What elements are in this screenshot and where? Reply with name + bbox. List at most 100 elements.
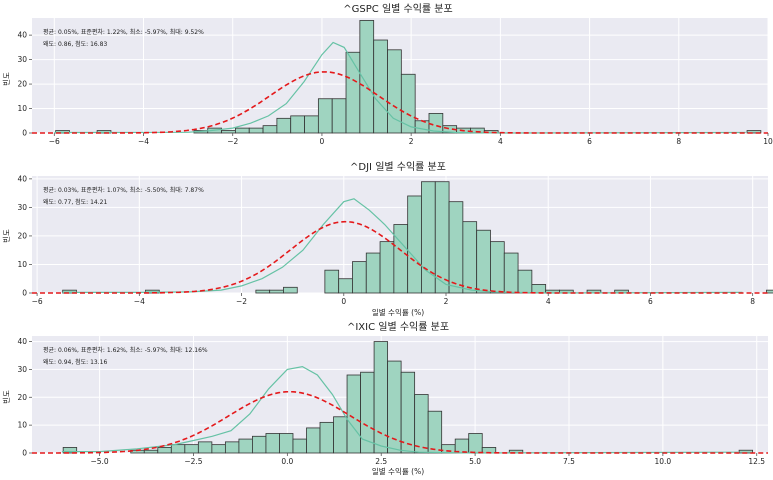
x-tick-label: 6 — [587, 137, 592, 146]
histogram-bar — [262, 125, 278, 134]
histogram-bar — [333, 416, 348, 454]
histogram-bar — [400, 371, 416, 454]
x-tick-label: 8 — [676, 137, 681, 146]
chart-title: ^IXIC 일별 수익률 분포 — [347, 321, 449, 333]
x-axis-label: 일별 수익률 (%) — [372, 466, 424, 476]
histogram-bar — [279, 433, 294, 454]
histogram-bar — [290, 115, 305, 134]
y-axis-label: 빈도 — [2, 229, 11, 243]
x-tick-label: 5.0 — [469, 457, 481, 466]
histogram-bar — [517, 269, 533, 294]
y-tick-label: 30 — [17, 203, 27, 212]
x-tick-label: 12.5 — [748, 457, 765, 466]
y-tick-label: 40 — [17, 337, 27, 346]
y-tick-label: 40 — [17, 174, 27, 183]
y-tick-label: 0 — [22, 289, 27, 298]
histogram-bar — [255, 289, 271, 294]
histogram-bar — [462, 221, 478, 294]
y-tick-label: 40 — [17, 31, 27, 40]
histogram-bar — [421, 181, 436, 294]
histogram-bar — [331, 98, 347, 134]
x-tick-label: 7.5 — [563, 457, 575, 466]
histogram-bar — [211, 444, 226, 454]
x-tick-label: −2 — [236, 297, 247, 306]
histogram-bar — [324, 269, 340, 294]
x-axis-label: 일별 수익률 (%) — [372, 307, 424, 317]
histogram-bar — [345, 51, 361, 134]
histogram-bar — [283, 286, 298, 294]
stats-line-1: 평균: 0.05%, 표준편차: 1.22%, 최소: -5.97%, 최대: … — [43, 28, 204, 36]
histogram-bar — [276, 117, 292, 134]
histogram-bar — [306, 427, 321, 454]
plot-area: −6 −4 −2 0 2 4 6 8 10 0 10 20 30 40 — [17, 18, 773, 146]
histogram-bar — [373, 341, 389, 454]
x-tick-label: 0.0 — [281, 457, 293, 466]
y-tick-label: 10 — [17, 260, 27, 269]
histogram-bar — [252, 435, 267, 454]
histogram-bar — [346, 374, 361, 454]
y-tick-label: 30 — [17, 55, 27, 64]
histogram-bar — [503, 252, 519, 294]
x-tick-label: 6 — [648, 297, 653, 306]
y-tick-label: 10 — [17, 104, 27, 113]
histogram-bar — [400, 73, 416, 134]
stats-line-1: 평균: 0.03%, 표준편차: 1.07%, 최소: -5.50%, 최대: … — [43, 186, 204, 194]
stats-line-1: 평균: 0.06%, 표준편차: 1.62%, 최소: -5.97%, 최대: … — [43, 346, 208, 354]
y-tick-label: 20 — [17, 80, 27, 89]
y-axis-label: 빈도 — [2, 390, 11, 404]
histogram-bar — [365, 252, 381, 294]
histogram-bar — [224, 441, 240, 454]
y-tick-label: 0 — [22, 449, 27, 458]
kde-line — [54, 41, 746, 134]
histogram-bar — [766, 289, 773, 294]
histogram-bar — [170, 444, 186, 454]
histogram-bar — [269, 289, 284, 294]
plot-area: −6 −4 −2 0 2 4 6 8 0 10 20 30 40 — [17, 174, 773, 306]
normal-distribution-line — [32, 390, 768, 454]
kde-line — [62, 198, 743, 294]
histogram-bar — [157, 447, 172, 454]
histogram-bar — [746, 130, 762, 134]
x-tick-label: 2 — [409, 137, 414, 146]
histogram-bar — [248, 127, 264, 134]
histogram-bar — [414, 394, 429, 454]
histogram-bar — [393, 224, 409, 294]
histogram-bar — [143, 449, 159, 454]
x-tick-label: 4 — [498, 137, 503, 146]
histogram-bar — [414, 120, 430, 134]
histogram-bar — [197, 441, 213, 454]
x-tick-label: −5.0 — [90, 457, 108, 466]
histogram-bar — [448, 201, 464, 294]
histogram-bar — [238, 438, 253, 454]
histogram-bar — [292, 438, 307, 454]
y-tick-label: 20 — [17, 393, 27, 402]
kde-line — [62, 365, 739, 454]
x-tick-label: −6 — [49, 137, 60, 146]
x-tick-label: −4 — [138, 137, 149, 146]
plot-area: −5.0 −2.5 0.0 2.5 5.0 7.5 10.0 12.5 0 10 20 30 40 — [17, 336, 768, 466]
x-tick-label: 2.5 — [375, 457, 387, 466]
histogram-bar — [476, 229, 491, 294]
histogram-bar — [490, 241, 505, 294]
histogram-bar — [468, 433, 483, 454]
y-axis-label: 빈도 — [2, 72, 11, 86]
x-tick-label: 10.0 — [655, 457, 672, 466]
histogram-bar — [338, 278, 353, 294]
histogram-bar — [352, 261, 367, 294]
x-tick-label: 4 — [546, 297, 551, 306]
x-tick-label: 8 — [750, 297, 755, 306]
histogram-bar — [265, 433, 280, 454]
histogram-bar — [317, 98, 333, 134]
panel-gspc: −6 −4 −2 0 2 4 6 8 10 0 10 20 30 40 ^GSPC 일별 수익률 분포 빈… — [2, 3, 773, 146]
x-tick-label: −2.5 — [184, 457, 202, 466]
histogram-bar — [427, 410, 443, 454]
chart-title: ^GSPC 일별 수익률 분포 — [343, 3, 452, 15]
y-tick-label: 30 — [17, 365, 27, 374]
x-tick-label: 10 — [763, 137, 773, 146]
x-tick-label: 2 — [444, 297, 449, 306]
histogram-bar — [373, 39, 388, 134]
histogram-bar — [184, 444, 199, 454]
histogram-bar — [407, 195, 422, 294]
normal-distribution-line — [32, 220, 768, 294]
histogram-bar — [379, 241, 395, 294]
